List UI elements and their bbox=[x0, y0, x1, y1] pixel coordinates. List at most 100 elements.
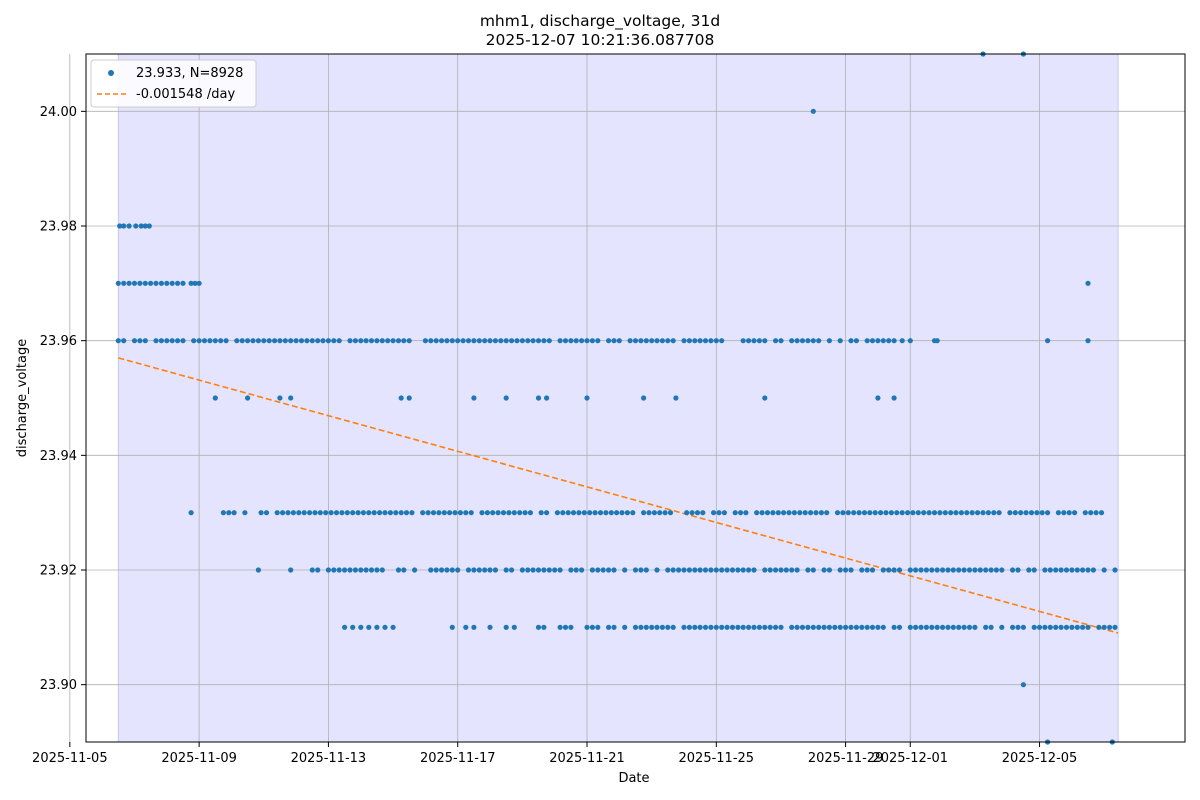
x-tick-label: 2025-11-29 bbox=[808, 751, 884, 766]
y-tick-label: 23.92 bbox=[40, 564, 77, 579]
data-point bbox=[527, 510, 534, 516]
data-point bbox=[412, 567, 418, 573]
data-point bbox=[449, 567, 455, 573]
data-point bbox=[449, 624, 455, 630]
data-point bbox=[670, 338, 676, 344]
data-point bbox=[773, 567, 779, 573]
data-point bbox=[676, 567, 682, 573]
data-point bbox=[654, 567, 660, 573]
data-point bbox=[535, 338, 542, 344]
data-point bbox=[336, 338, 342, 344]
data-point bbox=[638, 567, 644, 573]
data-point bbox=[1020, 682, 1026, 688]
data-point bbox=[643, 567, 649, 573]
data-point bbox=[535, 567, 542, 573]
data-point bbox=[331, 338, 337, 344]
data-point bbox=[740, 567, 746, 573]
data-point bbox=[606, 338, 612, 344]
data-point bbox=[611, 624, 617, 630]
data-point bbox=[191, 338, 197, 344]
data-point bbox=[950, 567, 956, 573]
data-point bbox=[684, 510, 690, 516]
data-point bbox=[929, 567, 935, 573]
data-point bbox=[511, 510, 517, 516]
data-point bbox=[487, 567, 493, 573]
data-point bbox=[425, 510, 431, 516]
data-point bbox=[363, 567, 369, 573]
data-point bbox=[961, 624, 967, 630]
data-point bbox=[697, 624, 703, 630]
data-point bbox=[471, 395, 477, 401]
data-point bbox=[975, 510, 981, 516]
data-point bbox=[506, 510, 512, 516]
data-point bbox=[616, 338, 622, 344]
data-point bbox=[255, 338, 261, 344]
data-point bbox=[627, 338, 633, 344]
data-point bbox=[756, 624, 763, 630]
data-point bbox=[600, 567, 606, 573]
data-point bbox=[740, 338, 746, 344]
data-point bbox=[789, 624, 795, 630]
data-point bbox=[242, 510, 248, 516]
data-point bbox=[277, 395, 283, 401]
data-point bbox=[872, 510, 878, 516]
data-point bbox=[207, 338, 213, 344]
data-point bbox=[266, 338, 272, 344]
data-point bbox=[624, 510, 631, 516]
data-point bbox=[363, 338, 369, 344]
data-point bbox=[762, 395, 768, 401]
data-point bbox=[196, 280, 202, 286]
data-point bbox=[347, 567, 353, 573]
data-point bbox=[632, 567, 639, 573]
data-point bbox=[422, 338, 428, 344]
data-point bbox=[597, 510, 604, 516]
data-point bbox=[201, 338, 208, 344]
data-point bbox=[643, 338, 649, 344]
data-point bbox=[843, 567, 849, 573]
data-point bbox=[433, 338, 439, 344]
data-point bbox=[175, 280, 181, 286]
data-point bbox=[926, 510, 932, 516]
data-point bbox=[692, 338, 698, 344]
data-point bbox=[409, 510, 415, 516]
data-point bbox=[1063, 624, 1070, 630]
data-point bbox=[288, 338, 294, 344]
data-point bbox=[875, 338, 881, 344]
data-point bbox=[896, 567, 903, 573]
data-point bbox=[700, 510, 706, 516]
data-point bbox=[471, 624, 477, 630]
data-point bbox=[692, 624, 698, 630]
data-point bbox=[457, 510, 463, 516]
data-point bbox=[325, 338, 331, 344]
data-point bbox=[810, 338, 816, 344]
data-point bbox=[689, 510, 695, 516]
data-point bbox=[1074, 567, 1080, 573]
data-point bbox=[164, 280, 170, 286]
legend-marker-points bbox=[108, 70, 114, 76]
data-point bbox=[358, 338, 364, 344]
data-point bbox=[670, 567, 676, 573]
data-point bbox=[708, 567, 714, 573]
data-point bbox=[956, 624, 962, 630]
data-point bbox=[1018, 510, 1024, 516]
data-point bbox=[977, 567, 983, 573]
data-point bbox=[131, 338, 138, 344]
data-point bbox=[471, 338, 477, 344]
data-point bbox=[312, 510, 318, 516]
data-point bbox=[492, 567, 498, 573]
data-point bbox=[985, 510, 992, 516]
data-point bbox=[1101, 624, 1107, 630]
data-point bbox=[587, 510, 593, 516]
data-point bbox=[358, 567, 364, 573]
data-point bbox=[1058, 567, 1064, 573]
data-point bbox=[913, 624, 919, 630]
data-point bbox=[759, 510, 765, 516]
data-point bbox=[686, 567, 693, 573]
data-point bbox=[832, 624, 838, 630]
data-point bbox=[1072, 510, 1078, 516]
data-point bbox=[681, 338, 687, 344]
data-point bbox=[530, 567, 536, 573]
data-point bbox=[702, 338, 709, 344]
data-point bbox=[573, 567, 579, 573]
